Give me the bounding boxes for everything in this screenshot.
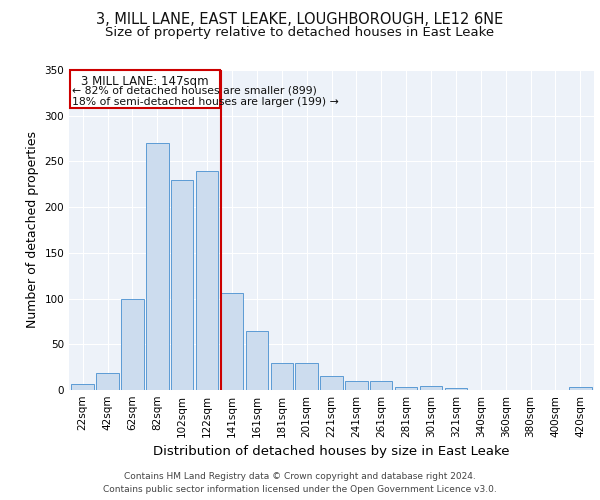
Bar (320, 376, 343, 390)
Bar (271, 364, 293, 390)
Bar (420, 386, 442, 390)
Bar (196, 170, 218, 390)
FancyBboxPatch shape (70, 70, 220, 108)
Text: 3, MILL LANE, EAST LEAKE, LOUGHBOROUGH, LE12 6NE: 3, MILL LANE, EAST LEAKE, LOUGHBOROUGH, … (97, 12, 503, 28)
Bar (121, 298, 143, 390)
Text: 3 MILL LANE: 147sqm: 3 MILL LANE: 147sqm (81, 74, 209, 88)
Text: Contains public sector information licensed under the Open Government Licence v3: Contains public sector information licen… (103, 485, 497, 494)
X-axis label: Distribution of detached houses by size in East Leake: Distribution of detached houses by size … (153, 446, 510, 458)
Y-axis label: Number of detached properties: Number of detached properties (26, 132, 39, 328)
Bar (71, 384, 94, 390)
Bar (171, 180, 193, 390)
Bar (395, 388, 418, 390)
Text: Size of property relative to detached houses in East Leake: Size of property relative to detached ho… (106, 26, 494, 39)
Text: Contains HM Land Registry data © Crown copyright and database right 2024.: Contains HM Land Registry data © Crown c… (124, 472, 476, 481)
Text: ← 82% of detached houses are smaller (899): ← 82% of detached houses are smaller (89… (72, 86, 317, 96)
Bar (146, 143, 169, 390)
Bar (370, 381, 392, 390)
Bar (345, 381, 368, 390)
Bar (245, 330, 268, 390)
Bar (445, 388, 467, 390)
Bar (569, 388, 592, 390)
Bar (221, 293, 243, 390)
Bar (295, 364, 318, 390)
Bar (97, 372, 119, 390)
Text: 18% of semi-detached houses are larger (199) →: 18% of semi-detached houses are larger (… (72, 96, 338, 106)
